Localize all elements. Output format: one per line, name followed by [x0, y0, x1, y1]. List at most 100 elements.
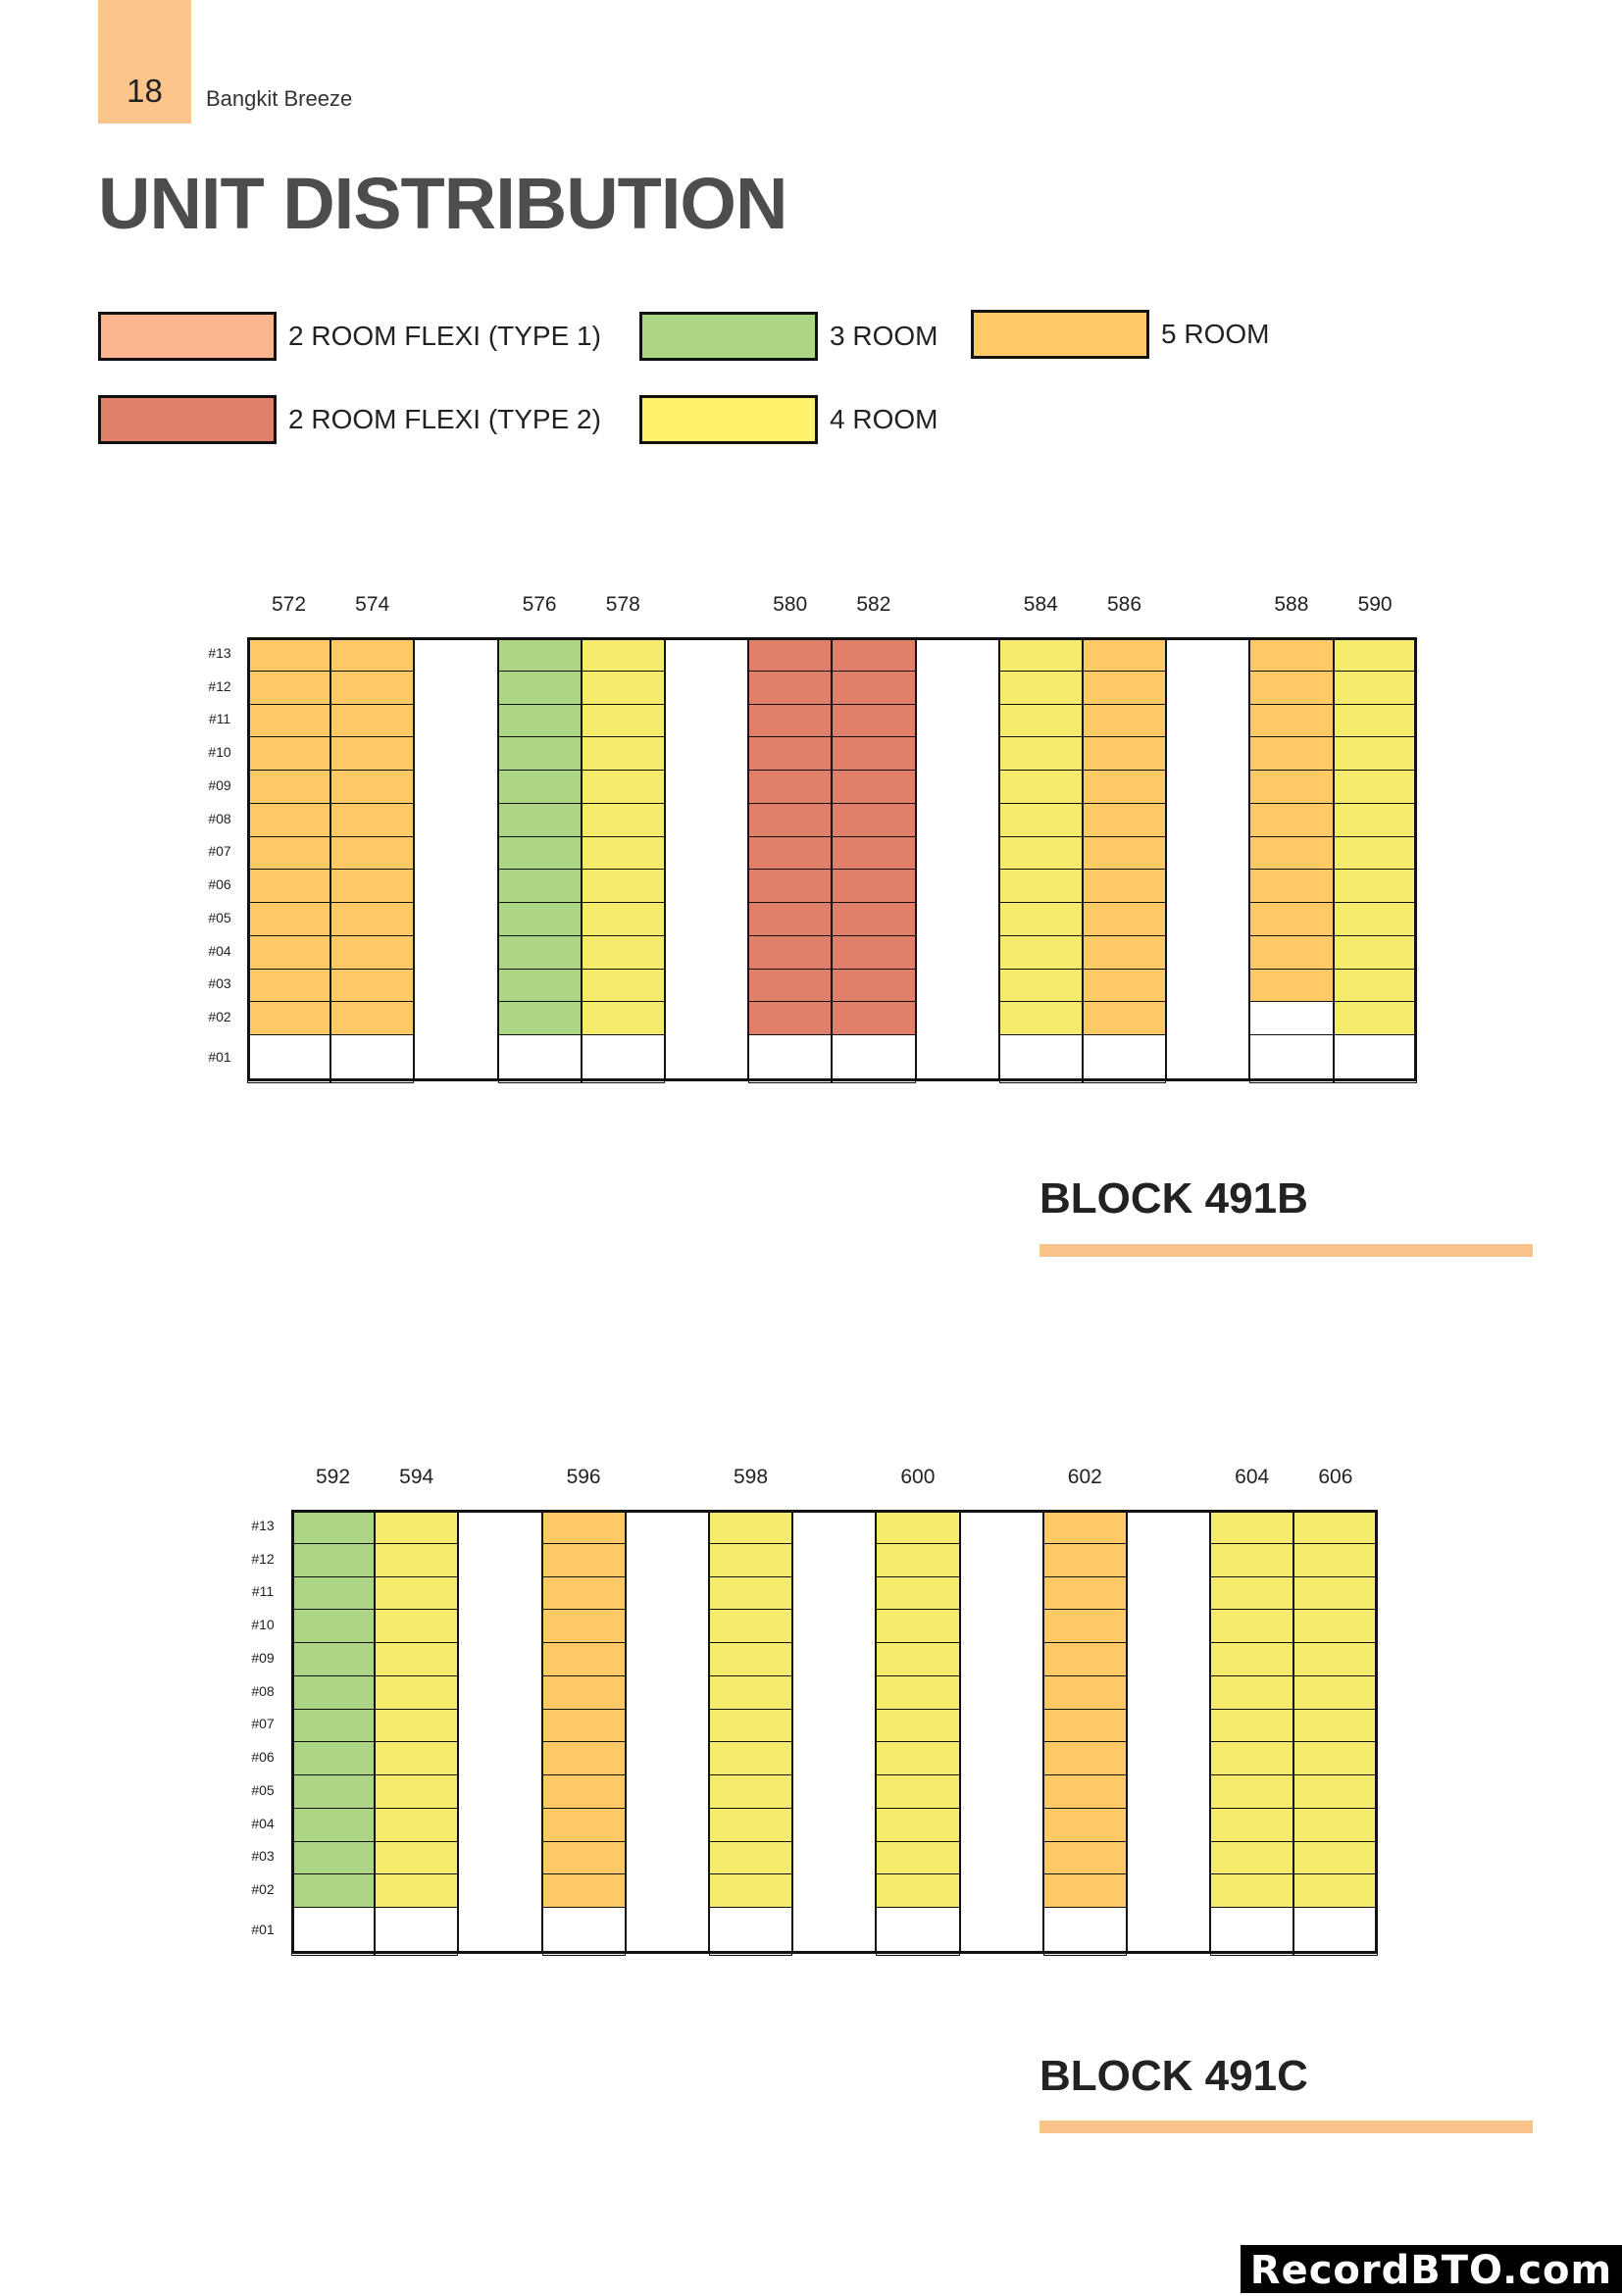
unit-cell-582-12 [832, 670, 916, 705]
unit-cell-604-07 [1210, 1708, 1294, 1743]
unit-label: 588 [1274, 593, 1309, 616]
floor-label: #06 [251, 1749, 275, 1766]
unit-cell-594-04 [375, 1807, 459, 1842]
unit-cell-588-07 [1249, 835, 1334, 871]
floor-label: #01 [208, 1049, 231, 1065]
unit-cell-604-05 [1210, 1774, 1294, 1810]
unit-cell-578-01 [581, 1034, 665, 1083]
unit-cell-578-09 [581, 770, 665, 805]
unit-cell-582-06 [832, 869, 916, 904]
legend-label: 4 ROOM [830, 404, 938, 434]
unit-cell-576-08 [497, 802, 582, 837]
unit-cell-576-04 [497, 934, 582, 970]
unit-cell-578-08 [581, 802, 665, 837]
unit-cell-592-07 [291, 1708, 376, 1743]
unit-cell-590-08 [1333, 802, 1417, 837]
block-491b-title: BLOCK 491B [1039, 1174, 1308, 1223]
unit-cell-606-01 [1293, 1907, 1378, 1956]
unit-cell-596-05 [541, 1774, 626, 1810]
unit-cell-586-10 [1083, 736, 1167, 772]
corridor-column [792, 1510, 877, 1954]
floor-label: #08 [208, 810, 231, 826]
floor-label: #03 [208, 975, 231, 992]
grid-border [291, 1510, 1378, 1954]
unit-cell-596-08 [541, 1674, 626, 1710]
unit-cell-596-09 [541, 1642, 626, 1677]
legend-item-flexi1: 2 ROOM FLEXI (TYPE 1) [98, 312, 601, 361]
legend-label: 5 ROOM [1161, 319, 1270, 349]
unit-cell-574-03 [330, 968, 415, 1003]
unit-cell-606-10 [1293, 1609, 1378, 1644]
unit-cell-578-03 [581, 968, 665, 1003]
floor-label: #07 [251, 1716, 275, 1732]
legend-item-flexi2: 2 ROOM FLEXI (TYPE 2) [98, 395, 601, 444]
unit-label: 598 [733, 1466, 769, 1488]
unit-cell-604-06 [1210, 1741, 1294, 1776]
floor-label: #05 [251, 1781, 275, 1798]
unit-cell-578-11 [581, 703, 665, 738]
unit-cell-602-05 [1042, 1774, 1127, 1810]
unit-cell-580-11 [748, 703, 833, 738]
legend-swatch [98, 395, 277, 444]
unit-cell-596-06 [541, 1741, 626, 1776]
corridor-column [915, 637, 999, 1081]
unit-cell-602-12 [1042, 1542, 1127, 1577]
unit-cell-584-04 [998, 934, 1083, 970]
unit-cell-594-01 [375, 1907, 459, 1956]
unit-cell-606-08 [1293, 1674, 1378, 1710]
unit-cell-598-03 [709, 1840, 793, 1875]
unit-cell-594-03 [375, 1840, 459, 1875]
unit-cell-578-12 [581, 670, 665, 705]
unit-cell-580-10 [748, 736, 833, 772]
unit-cell-588-02 [1249, 1001, 1334, 1036]
unit-cell-586-11 [1083, 703, 1167, 738]
unit-cell-604-13 [1210, 1510, 1294, 1545]
unit-cell-578-10 [581, 736, 665, 772]
legend-label: 2 ROOM FLEXI (TYPE 2) [288, 404, 601, 434]
corridor-column [665, 637, 749, 1081]
unit-cell-598-02 [709, 1873, 793, 1909]
page-title: UNIT DISTRIBUTION [98, 163, 787, 244]
unit-cell-594-09 [375, 1642, 459, 1677]
unit-cell-594-06 [375, 1741, 459, 1776]
unit-cell-600-04 [876, 1807, 960, 1842]
floor-label: #02 [208, 1009, 231, 1025]
unit-cell-586-05 [1083, 902, 1167, 937]
unit-cell-602-06 [1042, 1741, 1127, 1776]
floor-label: #12 [208, 677, 231, 694]
unit-cell-604-08 [1210, 1674, 1294, 1710]
legend-swatch [98, 312, 277, 361]
unit-cell-602-08 [1042, 1674, 1127, 1710]
unit-cell-576-03 [497, 968, 582, 1003]
block-491c-underline [1039, 2121, 1533, 2133]
unit-cell-604-04 [1210, 1807, 1294, 1842]
unit-cell-594-07 [375, 1708, 459, 1743]
unit-cell-592-01 [291, 1907, 376, 1956]
unit-cell-582-07 [832, 835, 916, 871]
corridor-column [959, 1510, 1043, 1954]
unit-cell-576-05 [497, 902, 582, 937]
unit-cell-596-12 [541, 1542, 626, 1577]
unit-cell-574-02 [330, 1001, 415, 1036]
unit-cell-578-02 [581, 1001, 665, 1036]
unit-cell-580-03 [748, 968, 833, 1003]
unit-cell-584-10 [998, 736, 1083, 772]
unit-cell-600-07 [876, 1708, 960, 1743]
unit-cell-572-01 [247, 1034, 331, 1083]
unit-cell-586-09 [1083, 770, 1167, 805]
unit-cell-588-01 [1249, 1034, 1334, 1083]
unit-cell-584-02 [998, 1001, 1083, 1036]
unit-label: 584 [1023, 593, 1058, 616]
unit-cell-578-04 [581, 934, 665, 970]
unit-cell-588-08 [1249, 802, 1334, 837]
unit-cell-590-04 [1333, 934, 1417, 970]
floor-label: #10 [208, 744, 231, 761]
unit-cell-586-01 [1083, 1034, 1167, 1083]
floor-label: #05 [208, 909, 231, 925]
unit-cell-598-01 [709, 1907, 793, 1956]
unit-label: 604 [1235, 1466, 1270, 1488]
unit-cell-574-01 [330, 1034, 415, 1083]
floor-label: #04 [208, 942, 231, 959]
unit-cell-574-13 [330, 637, 415, 673]
unit-cell-594-10 [375, 1609, 459, 1644]
